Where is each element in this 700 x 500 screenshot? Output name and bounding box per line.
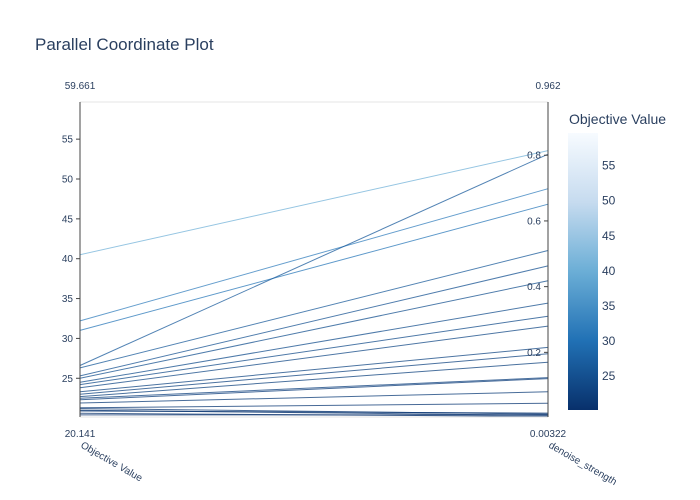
axis-tick-label: 0.2: [527, 348, 541, 359]
data-line-4: [79, 153, 549, 366]
data-line-20: [79, 410, 549, 414]
axis-tick-label: 55: [62, 135, 74, 146]
colorbar-tick-label: 30: [602, 334, 616, 348]
polylines-layer: [79, 150, 549, 417]
data-line-10: [79, 325, 549, 389]
data-line-9: [79, 315, 549, 386]
data-line-17: [79, 402, 549, 409]
colorbar-tick-label: 50: [602, 194, 616, 208]
data-line-7: [79, 280, 549, 379]
data-line-15: [79, 378, 549, 401]
axis-tick-label: 0.4: [527, 282, 541, 293]
colorbar-tick-label: 55: [602, 159, 616, 173]
chart-title: Parallel Coordinate Plot: [35, 35, 214, 54]
colorbar-gradient: [568, 133, 598, 410]
data-line-14: [79, 377, 549, 399]
colorbar: Objective Value 25 30 35 40 45 50 55: [568, 111, 666, 410]
colorbar-title: Objective Value: [569, 111, 666, 127]
axis-max-label-2: 0.962: [535, 81, 560, 92]
axis-max-label-1: 59.661: [65, 81, 96, 92]
data-line-11: [79, 346, 549, 393]
colorbar-tick-label: 25: [602, 369, 616, 383]
data-line-5: [79, 250, 549, 369]
axis-tick-label: 40: [62, 254, 74, 265]
data-line-8: [79, 302, 549, 383]
axis-tick-label: 30: [62, 334, 74, 345]
data-line-6: [79, 265, 549, 377]
axis-tick-label: 45: [62, 214, 74, 225]
data-line-16: [79, 391, 549, 404]
data-line-3: [79, 203, 549, 331]
axis-name-1: Objective Value: [79, 440, 145, 484]
data-line-2: [79, 188, 549, 322]
data-line-13: [79, 361, 549, 398]
colorbar-tick-label: 40: [602, 264, 616, 278]
axis-min-label-1: 20.141: [65, 429, 96, 440]
colorbar-tick-label: 45: [602, 229, 616, 243]
axis-tick-label: 0.8: [527, 151, 541, 162]
data-line-12: [79, 353, 549, 395]
colorbar-tick-label: 35: [602, 299, 616, 313]
axis-tick-label: 35: [62, 294, 74, 305]
axis-min-label-2: 0.00322: [530, 429, 567, 440]
axes-layer: 59.661 20.141 25 30 35 40 45 50 55 Objective Valu…: [62, 81, 619, 488]
data-line-1: [79, 150, 549, 256]
axis-tick-label: 50: [62, 175, 74, 186]
axis-name-2: denoise_strength: [547, 440, 619, 488]
axis-tick-label: 0.6: [527, 216, 541, 227]
axis-tick-label: 25: [62, 374, 74, 385]
